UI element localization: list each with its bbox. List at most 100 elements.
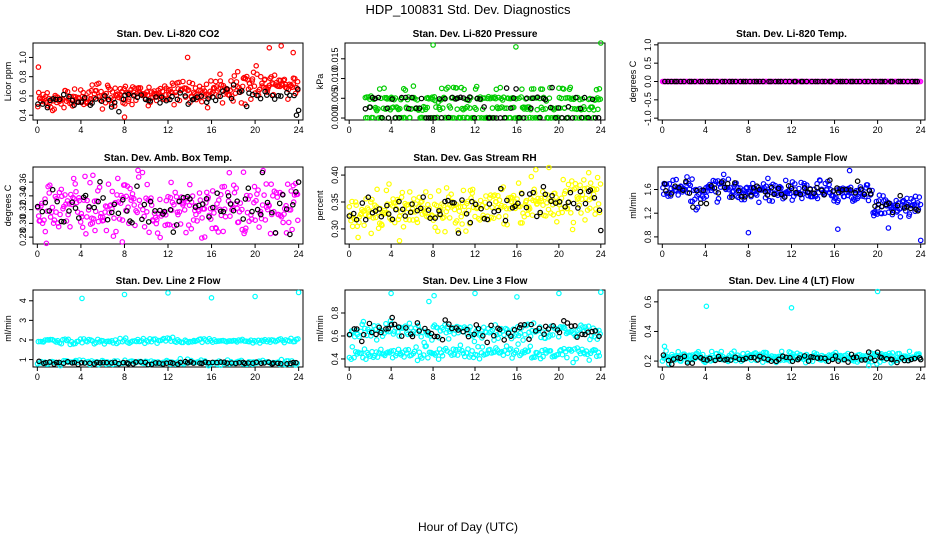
data-point-hourly [158,94,165,101]
data-point-hourly [169,93,175,100]
data-point-hourly [788,185,795,192]
data-point-all [219,100,226,106]
data-point-all [501,332,507,338]
data-point-all [168,179,174,186]
x-tick-label: 24 [294,372,304,382]
data-point-all [61,104,67,111]
data-point-all [204,189,210,196]
data-point-hourly [486,115,493,121]
data-point-all [430,42,436,48]
data-point-all [530,197,536,204]
data-point-hourly [442,96,448,102]
data-point-all [558,346,564,353]
data-point-hourly [803,78,810,85]
data-point-hourly [97,359,103,366]
data-point-hourly [869,78,876,85]
data-point-all [278,43,285,49]
data-point-hourly [885,200,892,207]
data-point-all [495,335,502,342]
data-point-all [282,81,289,88]
data-point-all [594,174,601,181]
data-point-all [174,209,181,216]
data-point-hourly [295,107,302,114]
data-point-hourly [674,78,680,85]
data-point-hourly [542,96,549,103]
data-point-hourly [182,93,189,99]
data-point-hourly [742,194,748,200]
data-point-all [137,85,144,91]
data-point-hourly [170,360,176,367]
data-point-hourly [715,190,722,196]
data-point-all [489,204,495,211]
figure-xlabel: Hour of Day (UTC) [418,520,518,534]
data-point-all [560,324,567,330]
data-point-all [703,193,710,200]
data-point-hourly [587,187,594,193]
data-point-hourly [187,196,193,202]
data-point-hourly [565,104,572,110]
panel-title: Stan. Dev. Sample Flow [736,153,848,164]
x-tick-label: 12 [163,372,173,382]
data-point-all [597,289,604,296]
data-point-hourly [700,187,707,194]
data-point-all [578,210,584,216]
data-point-hourly [116,108,122,115]
data-point-hourly [568,323,575,330]
data-point-all [756,199,762,206]
data-point-all [262,76,268,83]
data-point-hourly [681,78,687,85]
data-point-hourly [50,96,56,102]
data-point-all [260,338,267,344]
y-tick-label: 0.28 [18,228,28,246]
data-point-hourly [497,185,504,192]
x-tick-label: 20 [250,125,260,135]
data-point-all [595,106,601,113]
x-tick-label: 4 [78,249,83,259]
x-tick-label: 20 [554,249,564,259]
data-point-hourly [454,95,461,102]
data-point-all [450,346,457,353]
data-point-hourly [218,359,224,365]
data-point-all [69,201,75,208]
x-tick-label: 12 [470,249,480,259]
data-point-all [916,194,923,200]
data-point-hourly [781,194,788,200]
data-point-all [403,216,409,223]
data-point-all [547,347,554,354]
data-point-hourly [697,78,703,85]
data-point-all [144,92,151,98]
data-point-all [144,209,150,215]
data-point-hourly [834,185,840,191]
data-point-hourly [676,185,682,191]
data-point-all [262,217,269,223]
data-point-all [121,114,128,120]
y-axis-label: ml/min [315,315,325,342]
data-point-all [475,215,482,222]
data-point-all [556,290,562,297]
data-point-hourly [418,95,425,102]
data-point-all [451,206,458,213]
data-point-hourly [743,355,749,362]
y-tick-label: 0.4 [330,353,340,366]
data-point-all [549,332,556,338]
data-point-hourly [536,325,543,332]
data-point-hourly [513,86,519,92]
data-point-all [100,214,106,221]
x-tick-label: 16 [830,125,840,135]
data-point-hourly [147,98,154,104]
data-point-all [661,343,668,350]
data-point-hourly [264,199,271,206]
data-point-all [121,291,128,298]
data-point-all [353,202,360,209]
data-point-hourly [792,78,799,85]
data-point-all [349,343,356,350]
data-point-hourly [481,215,488,222]
data-point-all [183,229,189,236]
data-point-hourly [555,105,562,111]
data-point-all [431,292,437,299]
data-point-all [597,96,604,103]
data-point-hourly [660,352,667,358]
data-point-all [406,114,413,121]
data-point-all [389,203,396,209]
